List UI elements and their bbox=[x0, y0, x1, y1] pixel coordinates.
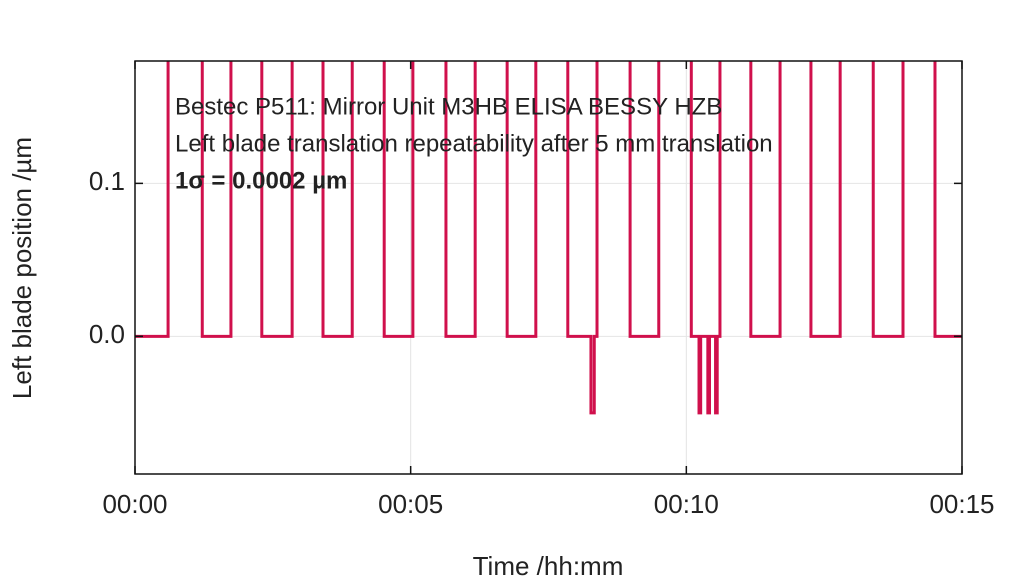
annotation: Left blade translation repeatability aft… bbox=[175, 130, 773, 157]
x-axis-label: Time /hh:mm bbox=[473, 551, 624, 581]
x-tick-label: 00:15 bbox=[929, 489, 994, 519]
x-tick-label: 00:10 bbox=[654, 489, 719, 519]
annotation: Bestec P511: Mirror Unit M3HB ELISA BESS… bbox=[175, 93, 722, 120]
y-tick-label: 0.0 bbox=[89, 319, 125, 349]
plot-area bbox=[135, 61, 962, 415]
data-line bbox=[135, 61, 962, 415]
plot-frame bbox=[134, 60, 963, 475]
x-tick-label: 00:00 bbox=[102, 489, 167, 519]
annotation: 1σ = 0.0002 µm bbox=[175, 167, 347, 194]
y-tick-label: 0.1 bbox=[89, 166, 125, 196]
y-axis-label: Left blade position /µm bbox=[7, 137, 37, 399]
x-tick-label: 00:05 bbox=[378, 489, 443, 519]
grid bbox=[134, 61, 963, 474]
